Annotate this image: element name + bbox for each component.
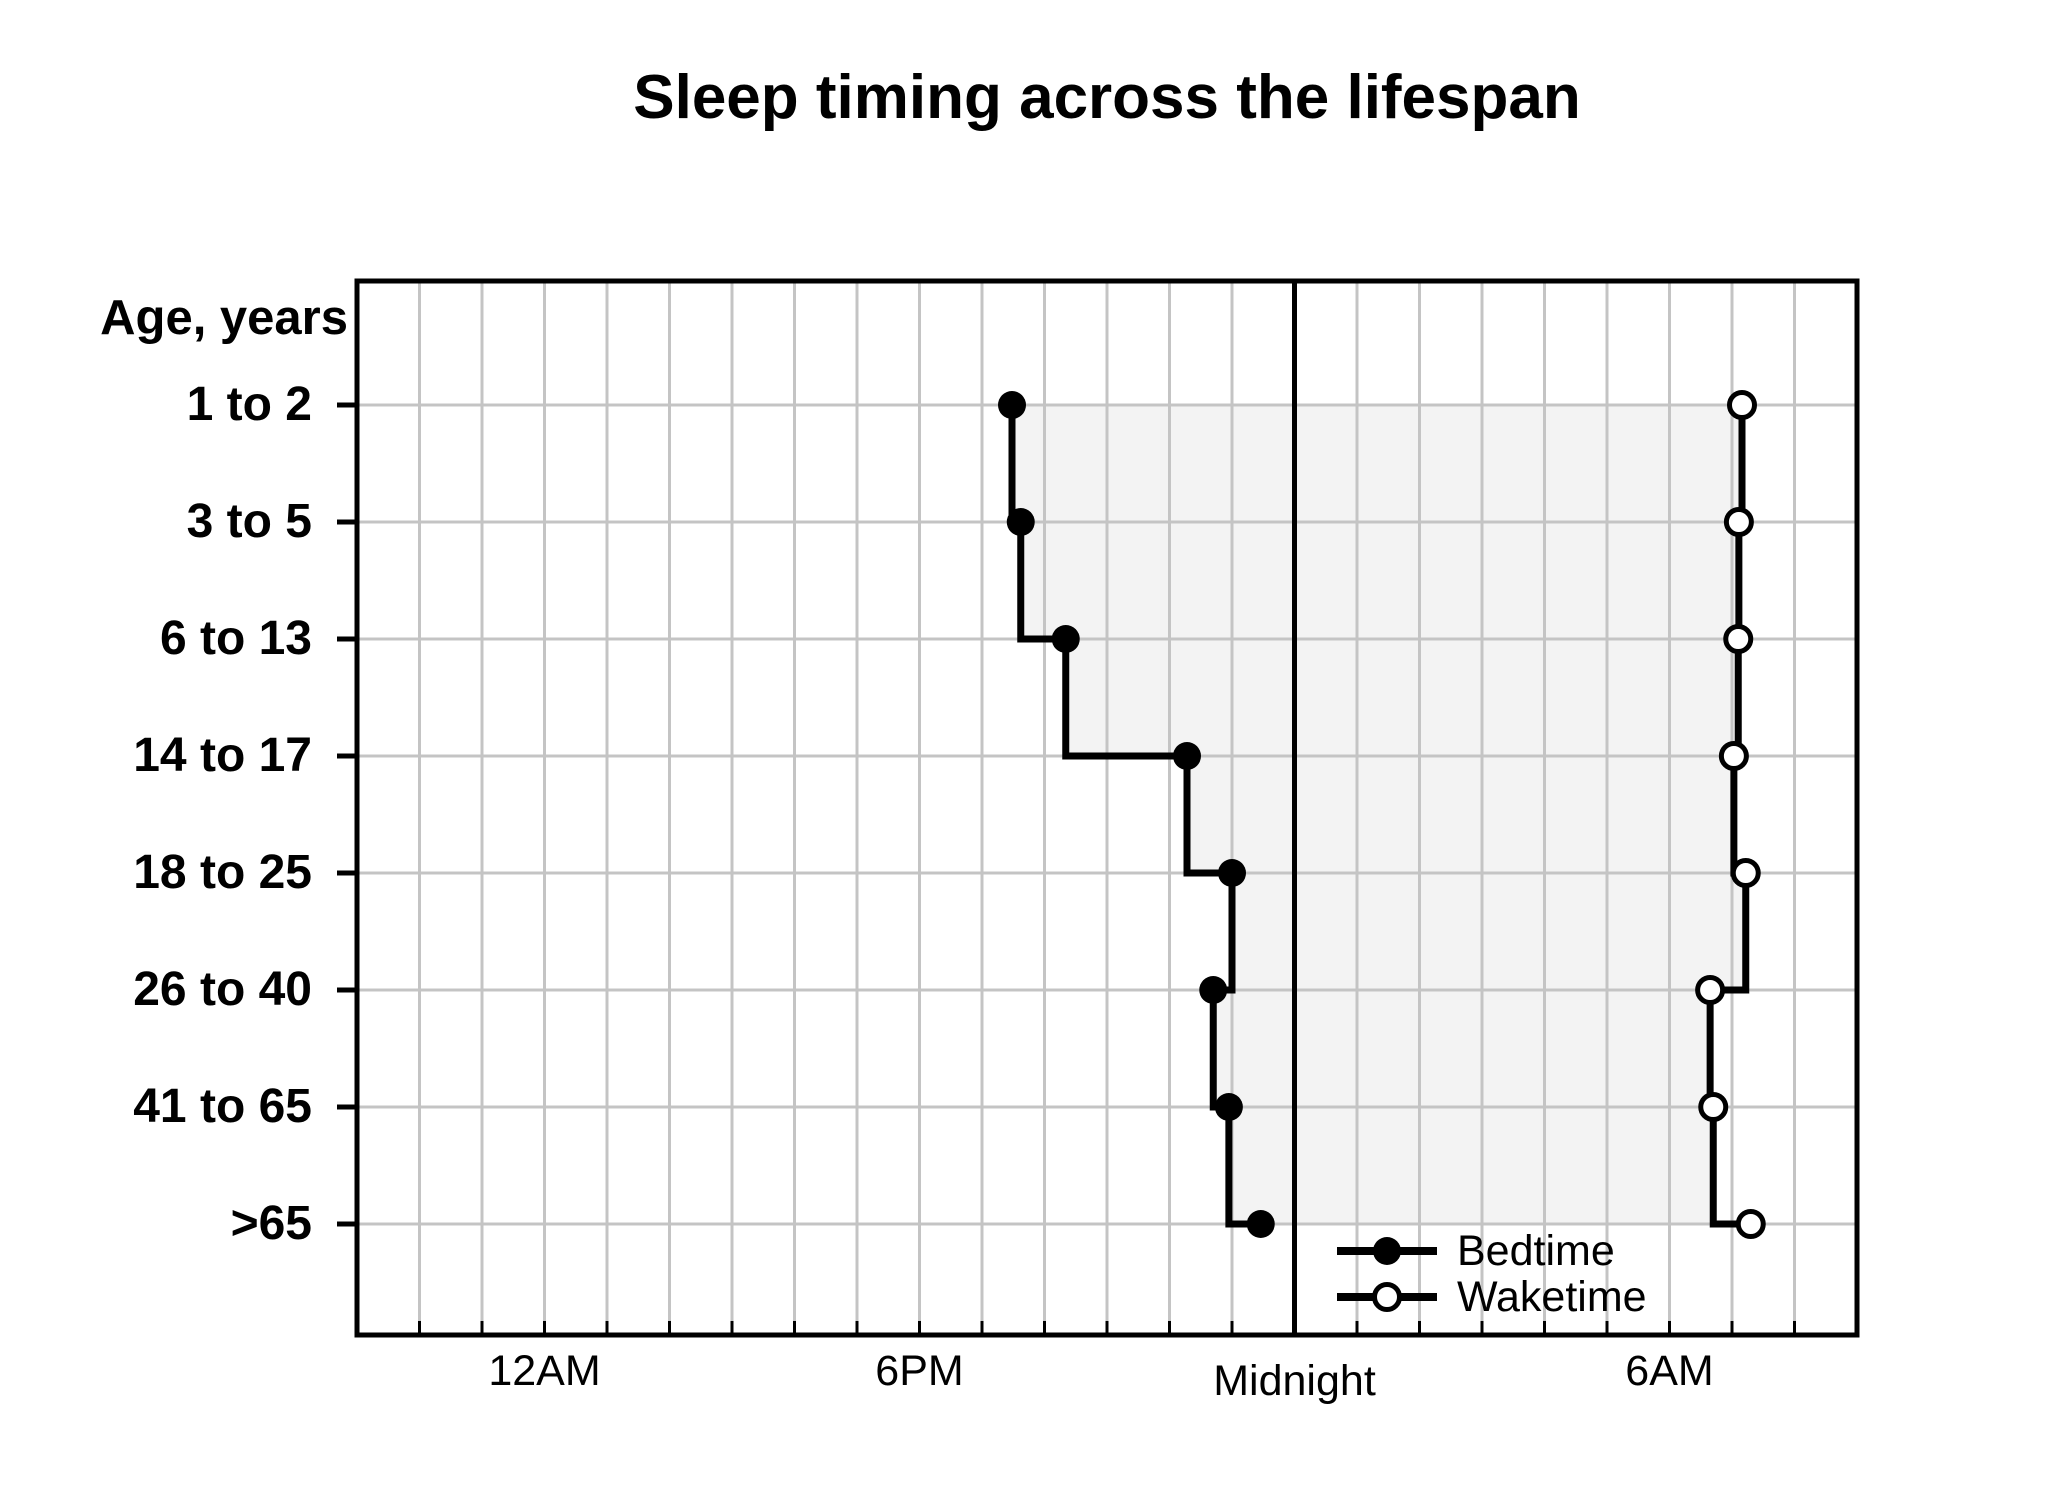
open-circle-icon	[1372, 1282, 1402, 1312]
bedtime-point	[998, 391, 1026, 419]
x-tick-label: 6PM	[875, 1347, 964, 1395]
x-tick-label: 6AM	[1625, 1347, 1714, 1395]
waketime-point	[1723, 624, 1754, 654]
y-axis-title: Age, years	[100, 291, 348, 345]
bedtime-point	[1218, 859, 1246, 887]
plot-border	[354, 278, 1860, 1338]
waketime-point	[1727, 390, 1757, 420]
x-tick-label: Midnight	[1213, 1357, 1376, 1405]
y-category-label: 1 to 2	[186, 378, 312, 431]
y-category-label: 14 to 17	[133, 729, 312, 782]
y-category-label: 18 to 25	[133, 846, 312, 899]
waketime-point	[1698, 1092, 1729, 1122]
waketime-point	[1723, 507, 1754, 537]
y-category-label: 6 to 13	[159, 612, 312, 665]
waketime-point	[1695, 975, 1726, 1005]
waketime-point	[1735, 1209, 1766, 1239]
bedtime-point	[1051, 625, 1080, 653]
x-tick-label: 12AM	[488, 1347, 601, 1395]
y-category-label: 3 to 5	[186, 495, 312, 548]
y-category-label: 41 to 65	[133, 1080, 312, 1133]
bedtime-point	[1246, 1210, 1275, 1238]
chart-title: Sleep timing across the lifespan	[633, 63, 1581, 132]
filled-circle-icon	[1373, 1237, 1401, 1265]
bedtime-point	[1214, 1093, 1243, 1121]
legend-label: Waketime	[1457, 1273, 1647, 1321]
y-category-label: >65	[230, 1197, 312, 1250]
waketime-point	[1730, 858, 1761, 888]
bedtime-point	[1173, 742, 1201, 770]
waketime-point	[1718, 741, 1749, 771]
sleep-period-shade	[1012, 405, 1751, 1224]
y-category-label: 26 to 40	[133, 963, 312, 1016]
bedtime-point	[1006, 508, 1035, 536]
legend-label: Bedtime	[1457, 1227, 1615, 1275]
bedtime-point	[1199, 976, 1228, 1004]
